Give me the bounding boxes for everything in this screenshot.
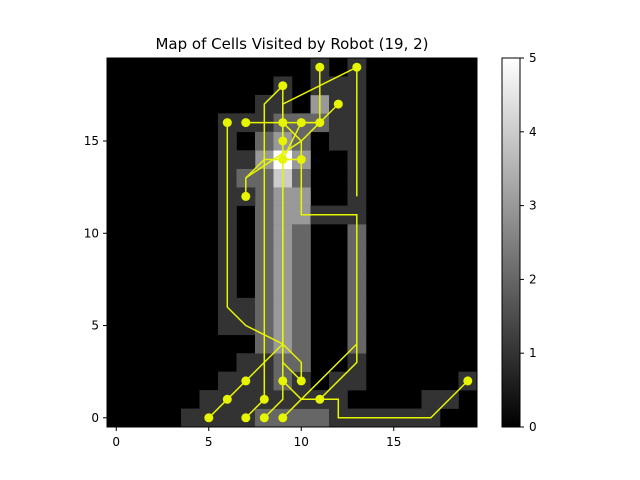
plot-frame	[106, 57, 478, 428]
heatmap-cell	[347, 371, 367, 391]
heatmap-cell	[236, 353, 256, 372]
robot-visit-points	[204, 62, 473, 423]
heatmap-cell	[329, 113, 348, 133]
robot-path-segment	[319, 344, 358, 400]
visit-point	[296, 155, 306, 164]
x-axis: 0 5 10 15	[112, 427, 401, 449]
colorbar-tick-label: 4	[529, 125, 537, 139]
heatmap-cell	[347, 187, 367, 206]
heatmap-cell	[199, 390, 219, 409]
y-tick-label: 0	[91, 411, 99, 425]
colorbar-axis: 0 1 2 3 4 5	[520, 51, 537, 434]
heatmap-cell	[218, 408, 237, 428]
heatmap-cell	[292, 334, 311, 354]
visit-point	[278, 155, 288, 164]
visit-point	[278, 413, 288, 423]
visit-point	[222, 118, 232, 128]
heatmap-cell	[236, 297, 256, 317]
heatmap-cell	[236, 390, 256, 409]
visit-point	[278, 118, 288, 128]
visit-point	[241, 118, 251, 128]
heatmap-cell	[218, 316, 237, 336]
heatmap-cell	[292, 260, 311, 280]
heatmap-cell	[421, 390, 441, 409]
visit-point	[241, 191, 251, 201]
x-tick-label: 0	[112, 435, 120, 449]
y-axis: 0 5 10 15	[84, 134, 107, 425]
visit-point	[296, 118, 306, 128]
heatmap-cell	[218, 371, 237, 391]
visit-point	[315, 62, 325, 72]
heatmap-cell	[236, 150, 256, 169]
chart-title: Map of Cells Visited by Robot (19, 2)	[155, 35, 428, 53]
visit-point	[296, 376, 306, 386]
visit-point	[352, 62, 362, 72]
visit-point	[278, 376, 288, 386]
visit-point	[259, 394, 269, 404]
visit-point	[315, 394, 325, 404]
visit-point	[241, 413, 251, 423]
x-tick-label: 10	[294, 435, 309, 449]
heatmap-cell	[310, 408, 330, 428]
robot-path-segment	[263, 67, 321, 419]
visit-point	[222, 394, 232, 404]
y-tick-label: 10	[84, 226, 99, 240]
colorbar-tick-label: 5	[529, 51, 537, 65]
heatmap-cell	[292, 224, 311, 243]
y-tick-label: 15	[84, 134, 99, 148]
visit-point	[463, 376, 473, 386]
heatmap-cell	[292, 242, 311, 262]
x-tick-label: 15	[386, 435, 401, 449]
visit-point	[278, 136, 288, 146]
colorbar-tick-label: 0	[529, 420, 537, 434]
visit-point	[333, 99, 343, 109]
heatmap-cell	[181, 408, 200, 428]
heatmap-cell	[292, 408, 311, 428]
visit-point	[259, 413, 269, 423]
visit-point	[204, 413, 214, 423]
visit-point	[278, 81, 288, 91]
heatmap-cell	[292, 279, 311, 299]
robot-path-segment	[282, 122, 358, 401]
colorbar-tick-label: 2	[529, 272, 537, 286]
x-tick-label: 5	[205, 435, 213, 449]
robot-path-segment	[226, 122, 303, 381]
heatmap-cell	[292, 297, 311, 317]
visit-point	[315, 118, 325, 128]
visit-point	[241, 376, 251, 386]
heatmap-cell	[329, 131, 348, 151]
colorbar	[501, 57, 521, 428]
heatmap-cell	[329, 76, 348, 96]
colorbar-tick-label: 1	[529, 346, 537, 360]
robot-path-segment	[282, 177, 302, 382]
robot-path-segment	[245, 65, 358, 197]
y-tick-label: 5	[91, 319, 99, 333]
heatmap-cell	[292, 316, 311, 336]
colorbar-tick-label: 3	[529, 199, 537, 213]
